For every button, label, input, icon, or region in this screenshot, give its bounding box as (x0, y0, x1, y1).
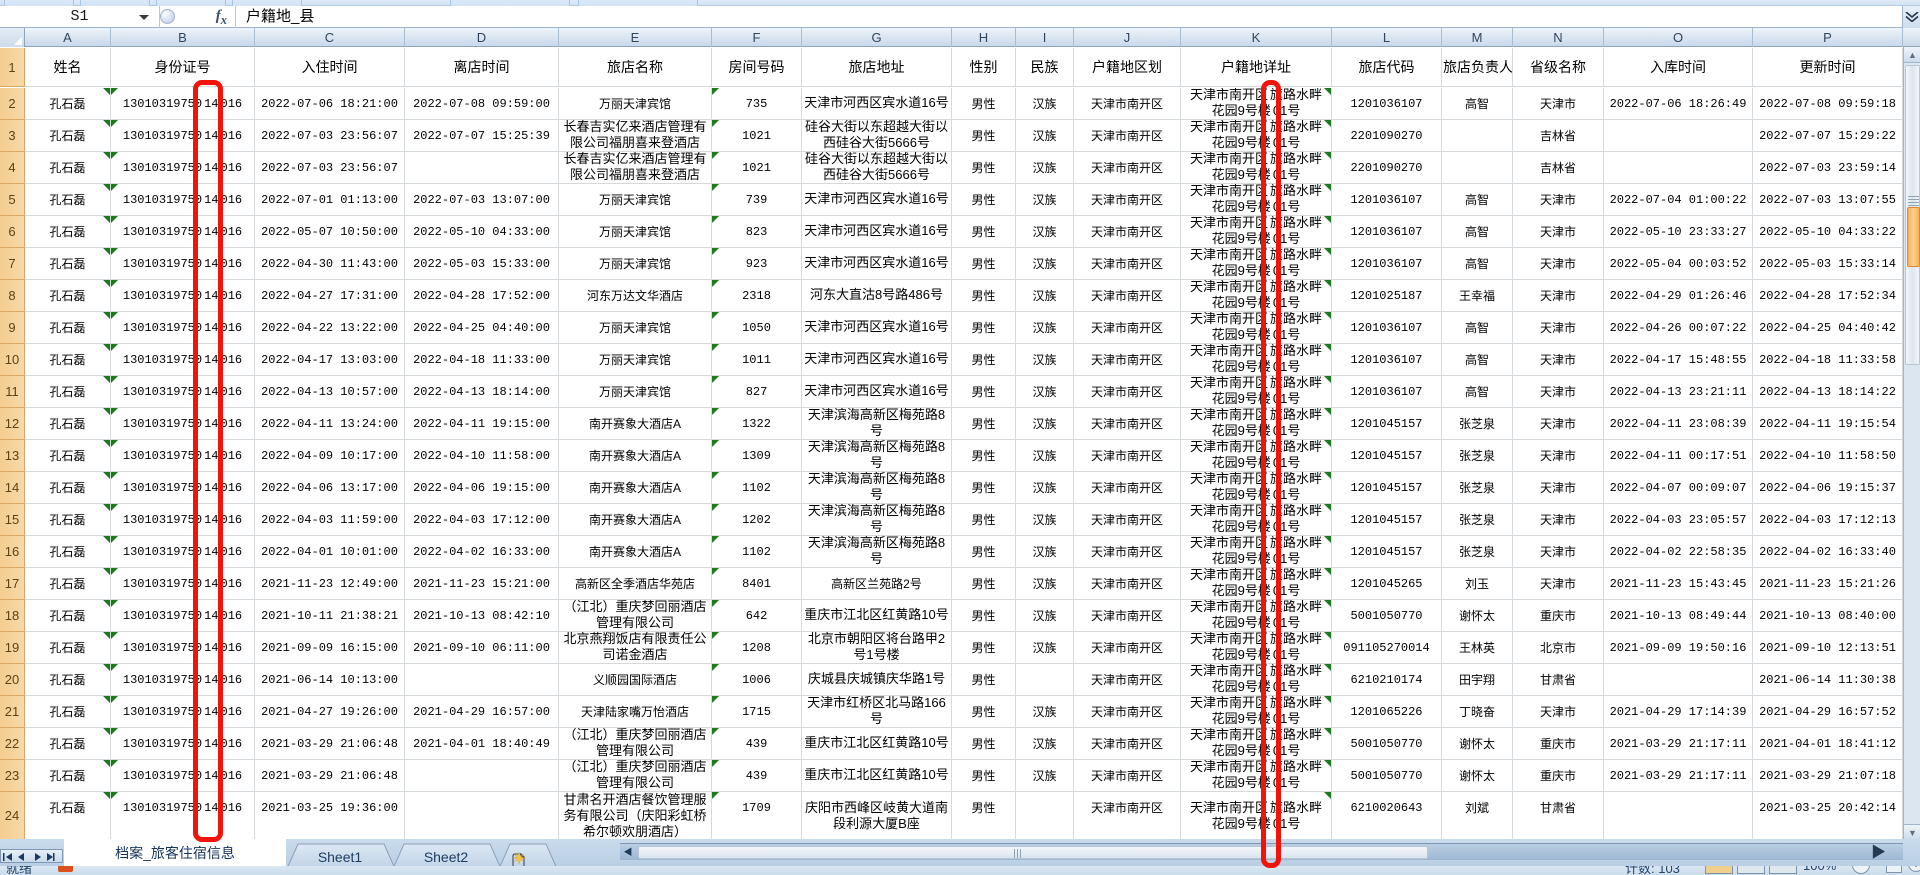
svg-text:Sheet2: Sheet2 (424, 849, 469, 865)
svg-text:Sheet1: Sheet1 (318, 849, 363, 865)
